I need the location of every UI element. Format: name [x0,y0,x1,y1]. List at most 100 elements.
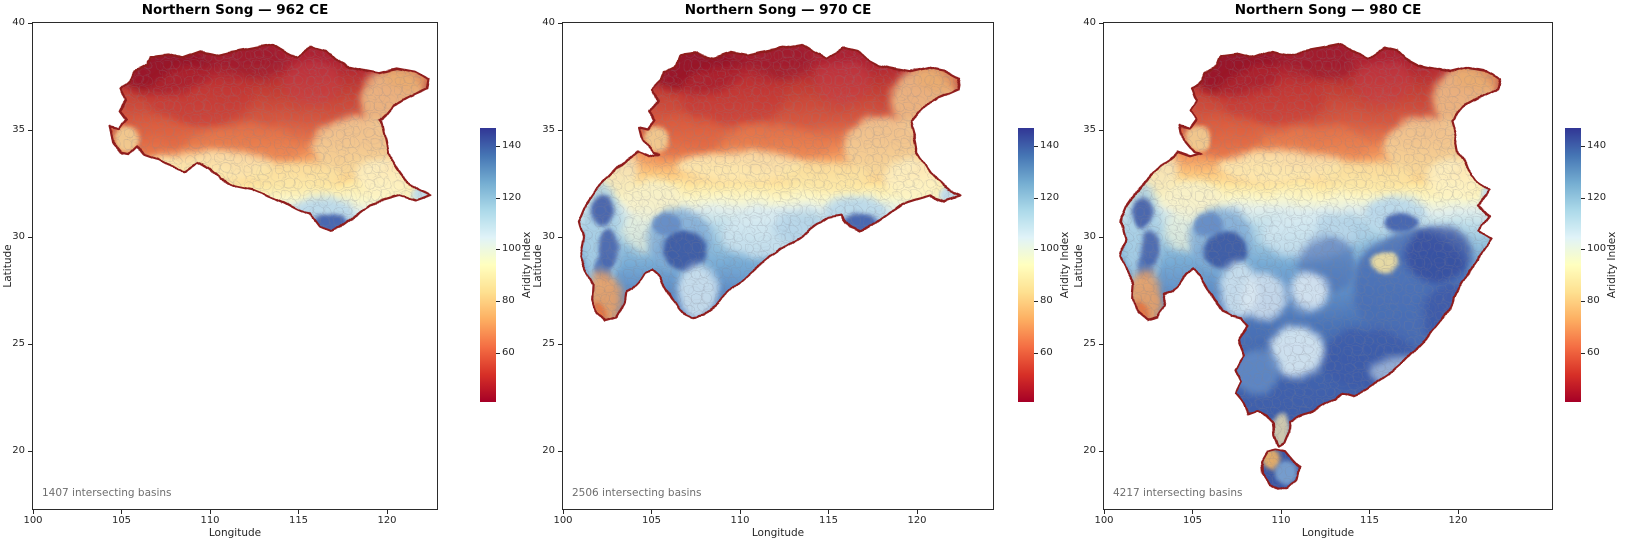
x-tick-label: 115 [288,515,309,526]
territory-boundary [1118,43,1502,491]
colorbar-tick-mark [1581,352,1585,354]
y-tick-label: 30 [542,231,555,243]
y-tick-mark [1099,343,1103,345]
y-tick-label: 40 [12,17,25,28]
y-tick-label: 20 [12,445,25,457]
x-tick-label: 105 [111,515,132,526]
y-tick-mark [558,22,562,24]
y-tick-mark [558,129,562,131]
x-tick-label: 110 [730,515,750,526]
colorbar-tick-label: 140 [502,140,522,152]
territory-map-svg [1118,43,1502,491]
y-tick-label: 20 [1083,445,1096,457]
y-tick-mark [1099,450,1103,452]
y-axis-label: Latitude [1073,244,1085,288]
x-tick-mark [1457,510,1459,514]
x-tick-mark [32,510,34,514]
y-tick-label: 20 [542,445,555,457]
colorbar-tick-mark [1034,146,1038,148]
x-tick-label: 120 [377,515,397,526]
y-tick-label: 25 [1083,338,1096,350]
y-tick-mark [558,450,562,452]
x-axis-label: Longitude [1301,527,1355,539]
y-axis-label: Latitude [2,244,14,288]
colorbar-tick-label: 80 [1587,295,1600,307]
panel-title-980: Northern Song — 980 CE [1234,2,1422,18]
x-tick-mark [828,510,829,514]
colorbar-tick-label: 80 [1040,295,1053,307]
y-tick-mark [28,343,32,345]
x-tick-label: 100 [1094,515,1114,526]
y-tick-mark [558,236,562,238]
y-tick-mark [28,450,32,452]
y-tick-label: 35 [1083,124,1096,136]
x-tick-mark [1103,510,1105,514]
y-tick-mark [1099,236,1103,238]
colorbar-tick-label: 100 [502,243,522,255]
colorbar-962 [480,128,496,402]
y-axis-label: Latitude [532,244,544,288]
basin-texture-2 [578,44,961,321]
x-tick-mark [1192,510,1193,514]
x-tick-mark [121,510,122,514]
y-tick-mark [28,129,32,131]
x-tick-mark [209,510,211,514]
territory-map-svg [577,43,962,322]
y-tick-mark [1099,22,1103,24]
colorbar-tick-label: 80 [502,295,515,307]
x-axis-label: Longitude [208,527,262,539]
territory-group [577,43,962,322]
colorbar-tick-label: 60 [1587,346,1600,358]
colorbar-tick-mark [496,249,500,251]
y-tick-label: 40 [542,17,555,28]
y-tick-label: 35 [542,124,555,136]
colorbar-970 [1018,128,1034,402]
colorbar-tick-mark [1034,352,1038,354]
x-tick-label: 100 [23,515,43,526]
x-tick-label: 100 [553,515,573,526]
colorbar-tick-mark [1034,197,1038,199]
colorbar-tick-mark [496,146,500,148]
x-tick-label: 115 [818,515,839,526]
map-axes-962 [32,22,438,510]
basin-count-annotation: 1407 intersecting basins [42,487,172,499]
y-tick-label: 35 [12,124,25,136]
y-tick-label: 25 [12,338,25,350]
x-tick-mark [298,510,299,514]
x-tick-mark [1280,510,1282,514]
colorbar-tick-label: 60 [502,346,515,358]
y-tick-label: 25 [542,338,555,350]
territory-group [108,43,432,232]
x-tick-label: 120 [1448,515,1468,526]
colorbar-tick-label: 120 [1587,191,1607,203]
x-tick-label: 115 [1359,515,1380,526]
basin-texture-2 [109,44,431,231]
x-tick-mark [386,510,388,514]
colorbar-tick-label: 100 [1040,243,1060,255]
colorbar-tick-mark [1581,146,1585,148]
x-axis-label: Longitude [751,527,805,539]
x-tick-mark [1369,510,1370,514]
x-tick-mark [651,510,652,514]
x-tick-mark [739,510,741,514]
colorbar-tick-label: 120 [1040,191,1060,203]
x-tick-label: 110 [200,515,220,526]
colorbar-980 [1565,128,1581,402]
colorbar-tick-label: 140 [1587,140,1607,152]
colorbar-tick-mark [1034,301,1038,303]
basin-count-annotation: 2506 intersecting basins [572,487,702,499]
colorbar-tick-label: 120 [502,191,522,203]
basin-count-annotation: 4217 intersecting basins [1113,487,1243,499]
territory-boundary [577,43,962,322]
colorbar-tick-label: 60 [1040,346,1053,358]
x-tick-mark [916,510,918,514]
y-tick-label: 30 [1083,231,1096,243]
territory-group [1118,43,1502,491]
panel-title-962: Northern Song — 962 CE [141,2,329,18]
x-tick-mark [562,510,564,514]
y-tick-label: 40 [1083,17,1096,28]
colorbar-tick-label: 100 [1587,243,1607,255]
colorbar-tick-mark [1581,301,1585,303]
colorbar-tick-mark [496,197,500,199]
